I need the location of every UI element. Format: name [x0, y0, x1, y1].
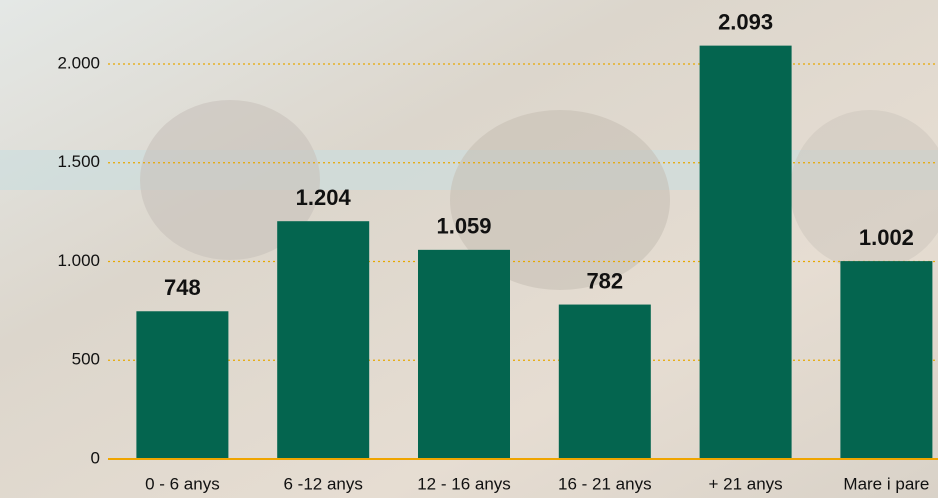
bar — [559, 305, 651, 459]
y-tick-label: 1.000 — [57, 251, 100, 270]
value-label: 782 — [586, 268, 623, 293]
y-tick-label: 2.000 — [57, 53, 100, 72]
x-tick-label: 16 - 21 anys — [558, 474, 652, 493]
value-label: 2.093 — [718, 9, 773, 34]
bar — [277, 221, 369, 459]
bar — [840, 261, 932, 459]
x-tick-label: Mare i pare — [843, 474, 929, 493]
value-label: 1.204 — [296, 185, 352, 210]
bar — [418, 250, 510, 459]
value-label: 1.002 — [859, 225, 914, 250]
x-tick-label: + 21 anys — [708, 474, 782, 493]
value-label: 748 — [164, 275, 201, 300]
bar — [700, 46, 792, 459]
page: {"chart_data": {"type": "bar", "categori… — [0, 0, 938, 498]
x-tick-label: 6 -12 anys — [284, 474, 363, 493]
bar — [136, 311, 228, 459]
x-tick-label: 12 - 16 anys — [417, 474, 511, 493]
y-tick-label: 0 — [91, 448, 100, 467]
value-label: 1.059 — [436, 214, 491, 239]
y-tick-label: 1.500 — [57, 152, 100, 171]
x-tick-label: 0 - 6 anys — [145, 474, 220, 493]
chart: 0 500 1.000 1.500 2.000 748 0 - 6 anys 1.204 6 -… — [0, 0, 938, 498]
y-tick-label: 500 — [72, 350, 100, 369]
